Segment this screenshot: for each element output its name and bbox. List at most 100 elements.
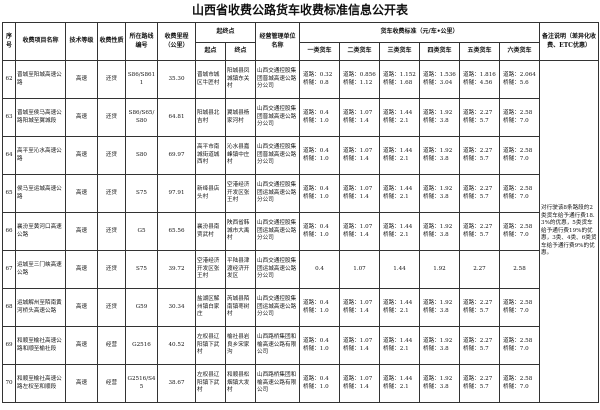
fee-value: 桥隧：7.0 xyxy=(503,307,529,314)
header-cell: 收费性质 xyxy=(97,22,126,61)
fee-value: 桥隧：2.1 xyxy=(383,231,409,238)
cell-route: G5 xyxy=(125,212,158,251)
fee-value: 道路：1.92 xyxy=(423,109,453,116)
fee-value: 道路：1.44 xyxy=(383,185,413,192)
cell-operator: 山西交通控股集团运城高速公路分公司 xyxy=(255,174,301,213)
fee-value: 道路：1.92 xyxy=(423,185,453,192)
fee-cell: 道路：1.07 桥隧：1.4 xyxy=(339,136,381,175)
cell-grade: 高速 xyxy=(65,212,98,251)
table-row: 67 运城至三门峡高速公路 高速 还贷 S75 39.72 空港经济开发区张王村 平陆县津渡经… xyxy=(2,250,599,289)
fee-value: 桥隧：1.12 xyxy=(343,79,373,86)
header-row: 起点 终点 一类货车 二类货车 三类货车 四类货车 五类货车 六类货车 xyxy=(3,42,599,61)
header-cell: 二类货车 xyxy=(339,42,381,61)
fee-cell: 道路：2.58 桥隧：7.0 xyxy=(499,212,541,251)
header-cell: 终点 xyxy=(224,42,257,61)
fee-value: 道路：2.27 xyxy=(463,109,493,116)
fee-cell: 道路：1.44 桥隧：2.1 xyxy=(379,212,421,251)
cell-grade: 高速 xyxy=(65,98,98,137)
fee-value: 道路：2.58 xyxy=(503,109,533,116)
fee-cell: 道路：1.92 桥隧：3.8 xyxy=(419,212,461,251)
fee-value: 桥隧：1.4 xyxy=(343,307,369,314)
cell-end: 陕西省韩城市大禹村 xyxy=(224,212,257,251)
fee-value: 桥隧：3.8 xyxy=(423,193,449,200)
cell-grade: 高速 xyxy=(65,174,98,213)
fee-cell: 道路：0.4 桥隧：1.0 xyxy=(299,326,341,365)
fee-value: 桥隧：5.7 xyxy=(463,155,489,162)
fee-cell: 道路：1.44 桥隧：2.1 xyxy=(379,136,421,175)
cell-end: 芮城县陌南镇枣树村 xyxy=(224,288,257,327)
fee-value: 桥隧：1.4 xyxy=(343,383,369,390)
fee-cell: 道路：2.58 桥隧：7.0 xyxy=(499,98,541,137)
fee-cell: 道路：2.27 桥隧：5.7 xyxy=(459,326,501,365)
cell-start: 高平市南城街道城西村 xyxy=(195,136,226,175)
header-cell: 四类货车 xyxy=(419,42,461,61)
table-row: 70 和顺至榆社高速公路左权至和顺段 高速 经营 G2516/S45 38.67 左权县辽阳… xyxy=(2,364,599,403)
fee-value: 道路：2.27 xyxy=(463,337,493,344)
fee-cell: 道路：2.58 桥隧：7.0 xyxy=(499,364,541,403)
fee-value: 2.58 xyxy=(513,265,526,272)
fee-value: 道路：0.4 xyxy=(303,375,329,382)
cell-no: 70 xyxy=(2,364,16,403)
fee-value: 道路：2.58 xyxy=(503,223,533,230)
cell-mileage: 97.91 xyxy=(157,174,196,213)
fee-value: 道路：2.58 xyxy=(503,299,533,306)
fee-cell: 道路：1.92 桥隧：3.8 xyxy=(419,174,461,213)
cell-name: 和顺至榆社高速公路和顺至榆社段 xyxy=(15,326,66,365)
fee-cell: 道路：1.92 桥隧：3.8 xyxy=(419,364,461,403)
fee-cell: 道路：0.4 桥隧：1.0 xyxy=(299,212,341,251)
cell-nature: 还贷 xyxy=(97,98,126,137)
cell-operator: 山西交通控股集团运城高速公路分公司 xyxy=(255,212,301,251)
cell-start: 新绛县店头村 xyxy=(195,174,226,213)
fee-value: 桥隧：1.4 xyxy=(343,231,369,238)
fee-value: 道路：2.58 xyxy=(503,147,533,154)
fee-value: 道路：1.07 xyxy=(343,299,373,306)
fee-value: 桥隧：1.0 xyxy=(303,117,329,124)
fee-value: 桥隧：2.1 xyxy=(383,383,409,390)
fee-value: 桥隧：1.4 xyxy=(343,155,369,162)
header-cell: 货车收费标准（元/车•公里） xyxy=(299,22,541,43)
fee-value: 桥隧：3.8 xyxy=(423,307,449,314)
cell-route: G2516/S45 xyxy=(125,364,158,403)
fee-cell: 道路：1.07 桥隧：1.4 xyxy=(339,364,381,403)
fee-value: 桥隧：3.8 xyxy=(423,345,449,352)
header-cell: 起点 xyxy=(195,42,226,61)
cell-start: 盐湖区解州镇白家庄 xyxy=(195,288,226,327)
fee-cell: 1.92 xyxy=(419,250,461,289)
fee-value: 桥隧：2.1 xyxy=(383,345,409,352)
cell-end: 和顺县松烟镇大发村 xyxy=(224,364,257,403)
cell-grade: 高速 xyxy=(65,364,98,403)
header-cell: 备注说明（差异化收费、ETC优惠） xyxy=(539,22,600,61)
cell-name: 襄汾至黄河口高速公路 xyxy=(15,212,66,251)
fee-value: 桥隧：5.7 xyxy=(463,193,489,200)
fee-value: 道路：1.44 xyxy=(383,299,413,306)
fee-value: 道路：0.4 xyxy=(303,223,329,230)
fee-cell: 道路：1.92 桥隧：3.8 xyxy=(419,288,461,327)
fee-value: 道路：1.92 xyxy=(423,223,453,230)
cell-mileage: 40.52 xyxy=(157,326,196,365)
fee-cell: 道路：1.92 桥隧：3.8 xyxy=(419,98,461,137)
cell-nature: 还贷 xyxy=(97,174,126,213)
title: 山西省收费公路货车收费标准信息公开表 xyxy=(191,3,408,17)
fee-cell: 道路：0.32 桥隧：0.8 xyxy=(299,60,341,99)
header-cell: 收费里程（公里） xyxy=(157,22,196,61)
cell-name: 侯马至运城高速公路 xyxy=(15,174,66,213)
cell-end: 平陆县津渡经济开发区 xyxy=(224,250,257,289)
fee-cell: 道路：2.58 桥隧：7.0 xyxy=(499,326,541,365)
cell-start: 阳城县北吉村 xyxy=(195,98,226,137)
fee-cell: 1.44 xyxy=(379,250,421,289)
fee-value: 桥隧：7.0 xyxy=(503,345,529,352)
fee-value: 桥隧：0.8 xyxy=(303,79,329,86)
table-row: 68 运城解州至陌南黄河桥头高速公路 高速 还贷 G59 30.34 盐湖区解州镇白家庄 芮城… xyxy=(2,288,599,327)
fee-value: 道路：1.44 xyxy=(383,375,413,382)
cell-nature: 还贷 xyxy=(97,212,126,251)
fee-cell: 道路：2.27 桥隧：5.7 xyxy=(459,98,501,137)
header-cell: 五类货车 xyxy=(459,42,501,61)
fee-cell: 0.4 xyxy=(299,250,341,289)
fee-value: 桥隧：1.0 xyxy=(303,383,329,390)
cell-name: 晋城至侯马高速公路阳城至翼城段 xyxy=(15,98,66,137)
cell-name: 晋城至阳城高速公路 xyxy=(15,60,66,99)
fee-value: 桥隧：2.1 xyxy=(383,307,409,314)
table-row: 62 晋城至阳城高速公路 高速 还贷 S86/S8611 35.30 晋城市城区牛匠村 阳城县… xyxy=(2,60,600,403)
fee-value: 桥隧：2.1 xyxy=(383,117,409,124)
fee-value: 道路：1.92 xyxy=(423,337,453,344)
